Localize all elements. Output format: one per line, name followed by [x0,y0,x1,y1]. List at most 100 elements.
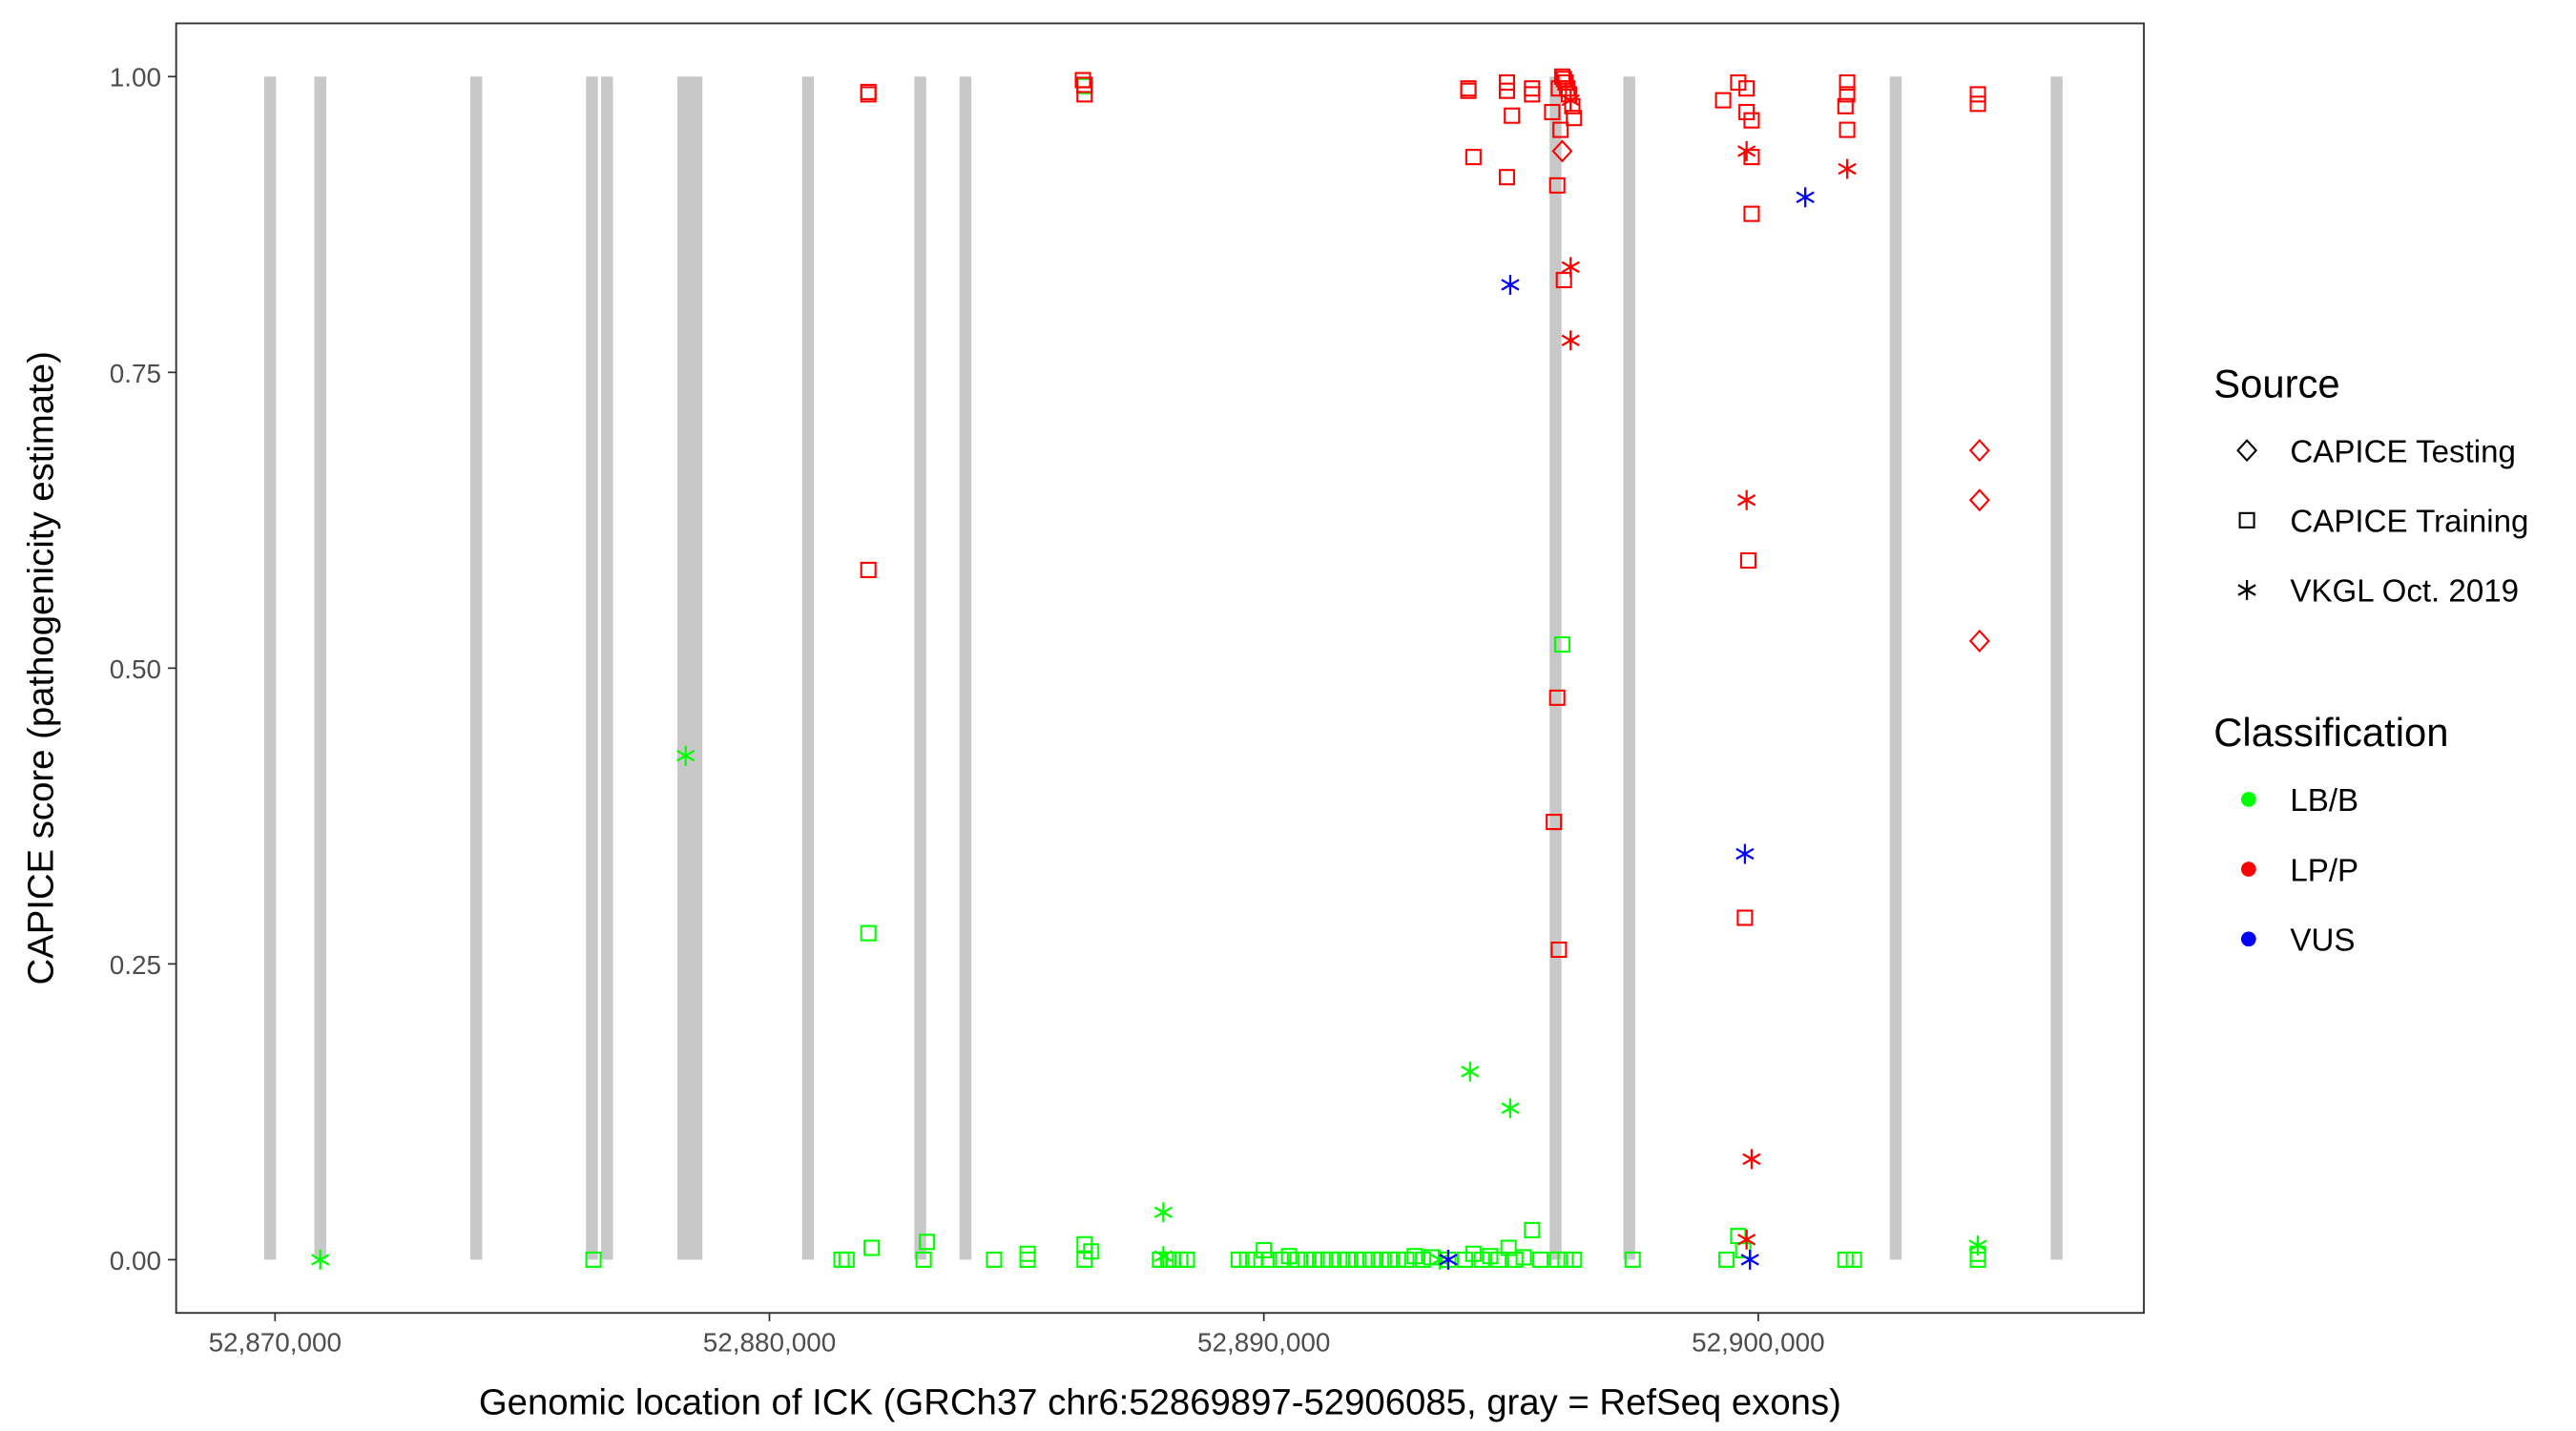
data-point [1555,272,1572,289]
data-point [1845,1251,1862,1268]
data-point [1019,1251,1036,1268]
x-tick-label: 52,870,000 [209,1327,342,1357]
data-point [1498,169,1516,186]
data-point [1238,1251,1256,1268]
data-point [1178,1251,1195,1268]
data-point [1501,1098,1520,1119]
exon-bar [914,76,926,1260]
legend-label: LP/P [2290,853,2358,888]
data-point [1968,488,1990,512]
data-point [1439,1249,1458,1270]
data-points [311,68,1990,1270]
data-point [1968,629,1990,653]
data-point [1624,1251,1641,1268]
data-point [1460,82,1477,99]
data-point [1544,103,1561,121]
data-point [1406,1248,1423,1265]
data-point [1524,86,1541,103]
legend-key-square-icon [2238,511,2255,529]
data-point [1280,1248,1298,1265]
data-point [1305,1251,1322,1268]
data-point [1504,107,1521,124]
data-point [1561,330,1580,351]
y-tick-label: 0.50 [110,654,161,684]
data-point [919,1234,936,1251]
data-point [1548,689,1566,706]
exon-bar [469,76,483,1260]
data-point [1796,187,1815,208]
y-tick-label: 1.00 [110,63,161,93]
data-point [1736,909,1754,926]
legend-label: LB/B [2290,783,2358,819]
data-point [863,1239,881,1256]
y-tick-label: 0.75 [110,359,161,388]
data-point [1743,112,1760,129]
data-point [1364,1251,1381,1268]
y-axis-title: CAPICE score (pathogenicity estimate) [21,351,62,985]
data-point [1743,149,1760,166]
legend-label: CAPICE Training [2290,505,2528,540]
data-point [1552,121,1569,138]
plot-panel [175,22,2146,1315]
data-point [1742,1149,1761,1170]
y-tick-label: 0.00 [110,1246,161,1275]
legend-key-asterisk-icon [2237,580,2256,600]
exon-bar [801,76,815,1260]
data-point [1490,1251,1507,1268]
exon-bar [2050,76,2063,1260]
data-point [1566,110,1583,127]
data-point [676,745,696,766]
data-point [1076,76,1093,93]
data-point [915,1251,932,1268]
data-point [1272,1251,1289,1268]
data-point [1730,73,1747,92]
data-point [1968,439,1990,463]
legend: Source CAPICE Testing CAPICE Training VKGL … [2213,361,2528,958]
exon-bar [959,76,972,1260]
exon-bar [676,76,703,1260]
data-point [1555,71,1572,88]
data-point [1559,80,1576,97]
data-point [1837,1251,1854,1268]
data-point [1737,489,1756,510]
data-point [1561,257,1580,278]
data-point [1743,205,1760,222]
legend-label: VUS [2290,923,2355,958]
data-point [1314,1251,1331,1268]
data-point [1551,139,1573,163]
data-point [1839,121,1856,138]
data-point [1735,843,1755,864]
legend-key-dot-icon [2241,792,2256,807]
data-point [1714,92,1732,109]
data-point [1430,1249,1449,1270]
data-point [1465,149,1482,166]
data-point [1389,1251,1406,1268]
legend-key-dot-icon [2241,861,2256,877]
data-point [1256,1241,1273,1259]
data-point [1738,103,1755,121]
data-point [1553,636,1570,653]
data-point [585,1251,602,1268]
data-point [1230,1251,1247,1268]
data-point [1515,1249,1532,1266]
data-point [1969,95,1986,113]
data-point [1498,73,1516,92]
data-point [1737,1229,1756,1250]
exon-bar [601,76,613,1260]
data-point [1076,86,1093,103]
x-axis-title: Genomic location of ICK (GRCh37 chr6:528… [479,1381,1841,1422]
data-point [1738,80,1755,97]
legend-label: CAPICE Testing [2290,434,2516,469]
data-point [1839,73,1856,92]
x-tick-label: 52,900,000 [1692,1327,1824,1357]
data-point [1546,814,1563,831]
data-point [1550,941,1568,959]
data-point [1557,1251,1574,1268]
data-point [986,1251,1003,1268]
data-point [1839,86,1856,103]
data-point [1153,1202,1173,1223]
legend-title-source: Source [2213,361,2339,405]
data-point [1566,1251,1583,1268]
data-point [1398,1251,1415,1268]
